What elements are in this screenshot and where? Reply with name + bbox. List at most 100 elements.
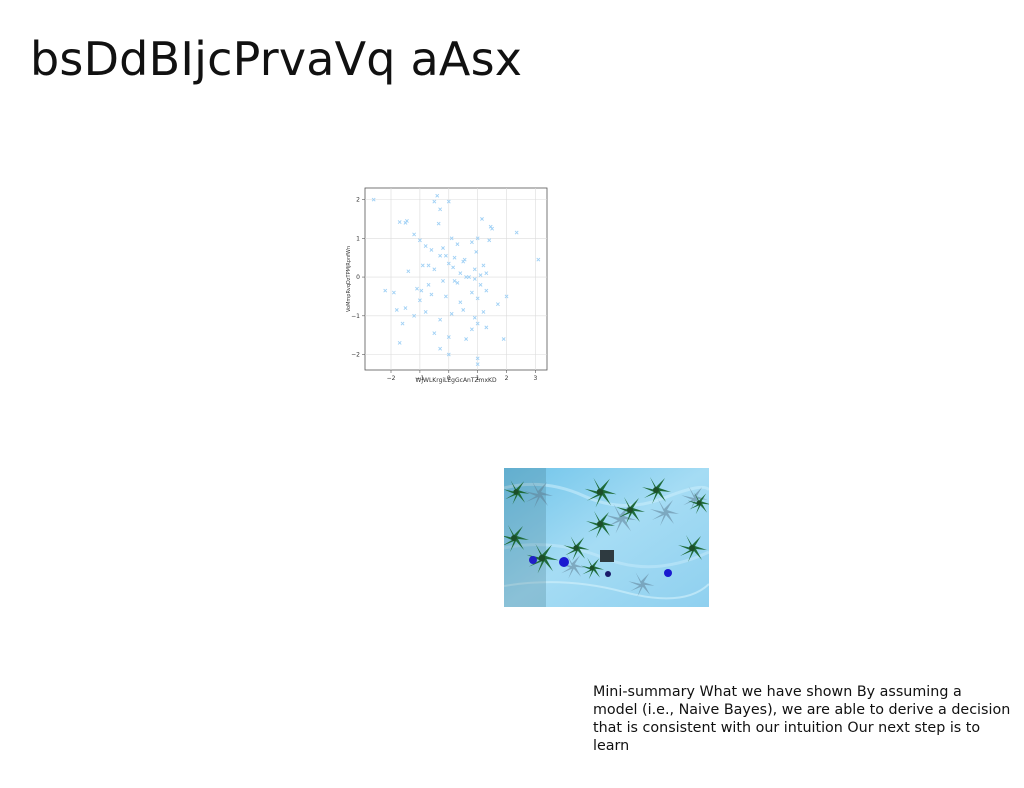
mini-summary-text: Mini-summary What we have shown By assum… <box>593 683 1013 755</box>
data-point <box>484 271 489 276</box>
data-point <box>469 240 474 245</box>
data-point <box>426 282 431 287</box>
data-point <box>394 308 399 312</box>
data-points <box>371 193 541 367</box>
data-point <box>455 280 460 285</box>
data-point <box>461 308 466 312</box>
data-point <box>426 263 431 268</box>
x-axis-label: WjWLKrgiLEgGcAnTZmxKD <box>415 377 497 384</box>
x-tick-label: 0 <box>447 375 451 382</box>
tick-labels: −2 −1 0 1 2 3 −2 −1 0 1 2 <box>351 197 537 382</box>
scatter-chart: −2 −1 0 1 2 3 −2 −1 0 1 2 WjWLKrgiLEgGcAnTZmxKD Vo… <box>338 180 556 388</box>
data-point <box>495 302 500 307</box>
x-tick-label: −2 <box>387 375 396 382</box>
y-tick-label: 0 <box>356 274 360 281</box>
data-point <box>438 317 443 322</box>
data-point <box>455 242 460 247</box>
data-point <box>451 265 456 270</box>
data-point <box>403 306 408 310</box>
grid-lines <box>365 188 547 370</box>
data-point <box>514 230 519 235</box>
data-point <box>469 327 474 332</box>
data-point <box>446 352 451 357</box>
data-point <box>490 226 495 231</box>
data-point <box>536 257 541 262</box>
pool-photo-illustration <box>504 468 709 607</box>
y-tick-label: −1 <box>351 313 360 320</box>
data-point <box>458 300 463 305</box>
data-point <box>412 313 417 318</box>
summary-line: that is consistent with our intuition Ou… <box>593 720 981 754</box>
x-tick-label: −1 <box>415 375 424 382</box>
palm-trees-aerial-photo <box>504 468 709 607</box>
data-point <box>441 246 445 250</box>
data-point <box>391 290 396 295</box>
data-point <box>443 294 448 299</box>
data-point <box>452 279 457 283</box>
data-point <box>501 337 506 341</box>
summary-line: Mini-summary What we have shown By assum… <box>593 684 962 700</box>
data-point <box>423 309 428 314</box>
data-point <box>432 199 437 204</box>
data-point <box>417 238 422 243</box>
data-point <box>435 193 440 198</box>
data-point <box>406 269 411 274</box>
data-point <box>478 282 483 287</box>
data-point <box>475 362 480 367</box>
data-point <box>420 263 425 268</box>
data-point <box>449 311 454 316</box>
data-point <box>397 340 402 345</box>
data-point <box>452 255 457 260</box>
x-tick-label: 2 <box>505 375 509 382</box>
data-point <box>438 346 443 351</box>
data-point <box>436 221 441 226</box>
data-point <box>449 236 454 241</box>
data-point <box>474 249 479 254</box>
y-tick-label: −2 <box>351 352 360 359</box>
data-point <box>438 207 443 212</box>
data-point <box>472 267 477 272</box>
data-point <box>480 217 484 221</box>
data-point <box>462 257 467 262</box>
data-point <box>475 356 480 361</box>
data-point <box>446 199 451 204</box>
data-point <box>484 288 489 293</box>
data-point <box>478 273 483 278</box>
data-point <box>438 253 443 258</box>
data-point <box>481 263 486 268</box>
data-point <box>472 315 477 320</box>
data-point <box>432 331 437 336</box>
x-tick-label: 3 <box>534 375 538 382</box>
data-point <box>467 275 471 279</box>
data-point <box>441 279 445 283</box>
data-point <box>475 321 480 326</box>
data-point <box>443 253 448 258</box>
data-point <box>504 294 509 299</box>
data-point <box>458 271 463 276</box>
data-point <box>481 309 486 314</box>
data-point <box>464 275 469 279</box>
x-tick-label: 1 <box>476 375 480 382</box>
data-point <box>446 335 451 340</box>
data-point <box>419 288 424 293</box>
y-tick-label: 1 <box>356 235 360 242</box>
data-point <box>446 261 451 266</box>
data-point <box>464 337 469 341</box>
data-point <box>432 267 437 272</box>
data-point <box>484 325 489 330</box>
data-point <box>371 197 376 202</box>
data-point <box>383 288 388 293</box>
data-point <box>475 236 480 241</box>
data-point <box>415 286 419 291</box>
y-axis-label: VoMmpRvqDzTPMjRpnfWn <box>346 246 352 312</box>
data-point <box>397 220 402 224</box>
data-point <box>429 292 434 297</box>
y-tick-label: 2 <box>356 197 360 204</box>
data-point <box>469 290 474 295</box>
slide-title: bsDdBIjcPrvaVq aAsx <box>30 32 523 86</box>
data-point <box>404 218 409 223</box>
data-point <box>475 296 480 301</box>
data-point <box>412 232 417 237</box>
summary-line: model (i.e., Naive Bayes), we are able t… <box>593 702 1011 718</box>
data-point <box>417 298 422 303</box>
